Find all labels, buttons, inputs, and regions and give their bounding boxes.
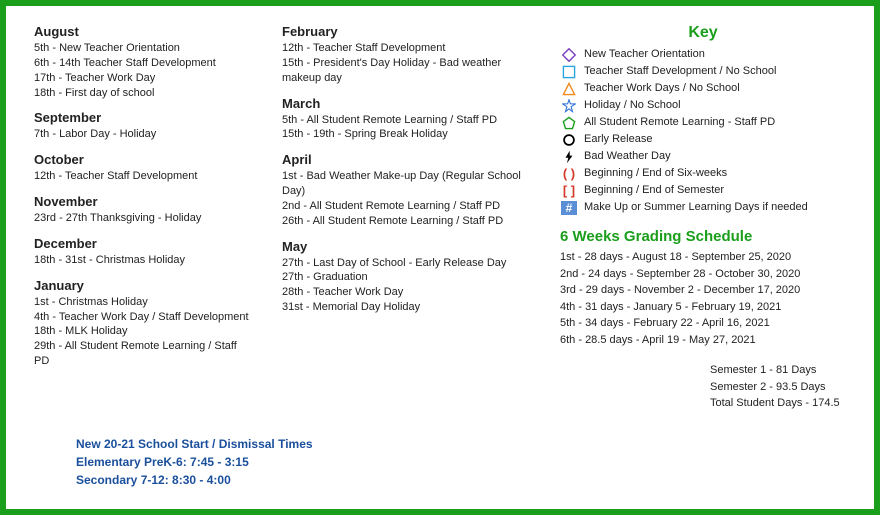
calendar-event: 15th - President's Day Holiday - Bad wea…	[282, 56, 532, 86]
calendar-event: 18th - 31st - Christmas Holiday	[34, 253, 254, 268]
grading-line: 3rd - 29 days - November 2 - December 17…	[560, 282, 846, 299]
calendar-event: 4th - Teacher Work Day / Staff Developme…	[34, 310, 254, 325]
key-title: Key	[560, 24, 846, 42]
calendar-event: 29th - All Student Remote Learning / Sta…	[34, 339, 254, 369]
month-block: February 12th - Teacher Staff Development…	[282, 24, 532, 86]
key-label: Teacher Work Days / No School	[584, 80, 740, 97]
key-row: Teacher Staff Development / No School	[560, 63, 846, 80]
calendar-event: 28th - Teacher Work Day	[282, 285, 532, 300]
star-icon	[560, 99, 578, 113]
key-label: Beginning / End of Semester	[584, 182, 724, 199]
bolt-icon	[560, 150, 578, 164]
month-block: December 18th - 31st - Christmas Holiday	[34, 236, 254, 268]
calendar-event: 5th - All Student Remote Learning / Staf…	[282, 113, 532, 128]
key-label: New Teacher Orientation	[584, 46, 705, 63]
calendar-event: 5th - New Teacher Orientation	[34, 41, 254, 56]
right-column: Key New Teacher OrientationTeacher Staff…	[560, 24, 846, 412]
grading-line: 6th - 28.5 days - April 19 - May 27, 202…	[560, 332, 846, 349]
calendar-event: 17th - Teacher Work Day	[34, 71, 254, 86]
pentagon-icon	[560, 116, 578, 130]
triangle-icon	[560, 82, 578, 96]
key-label: Teacher Staff Development / No School	[584, 63, 776, 80]
month-name: November	[34, 194, 254, 209]
brackets-icon: [ ]	[560, 184, 578, 198]
key-label: Holiday / No School	[584, 97, 681, 114]
month-name: April	[282, 152, 532, 167]
month-name: January	[34, 278, 254, 293]
parens-icon: ( )	[560, 167, 578, 181]
grading-line: 5th - 34 days - February 22 - April 16, …	[560, 315, 846, 332]
key-row: ( ) Beginning / End of Six-weeks	[560, 165, 846, 182]
calendar-event: 6th - 14th Teacher Staff Development	[34, 56, 254, 71]
month-name: December	[34, 236, 254, 251]
month-block: April 1st - Bad Weather Make-up Day (Regu…	[282, 152, 532, 228]
calendar-event: 1st - Bad Weather Make-up Day (Regular S…	[282, 169, 532, 199]
months-column-2: February 12th - Teacher Staff Development…	[282, 24, 532, 412]
month-block: January 1st - Christmas Holiday4th - Teac…	[34, 278, 254, 369]
key-row: # Make Up or Summer Learning Days if need…	[560, 199, 846, 216]
calendar-page: August5th - New Teacher Orientation6th -…	[0, 0, 880, 515]
key-label: Early Release	[584, 131, 652, 148]
calendar-event: 12th - Teacher Staff Development	[282, 41, 532, 56]
key-row: Holiday / No School	[560, 97, 846, 114]
month-block: May 27th - Last Day of School - Early Rel…	[282, 239, 532, 315]
calendar-event: 23rd - 27th Thanksgiving - Holiday	[34, 211, 254, 226]
start-time-line: Elementary PreK-6: 7:45 - 3:15	[76, 453, 313, 471]
month-block: August 5th - New Teacher Orientation6th -…	[34, 24, 254, 100]
month-name: May	[282, 239, 532, 254]
key-row: Teacher Work Days / No School	[560, 80, 846, 97]
key-list: New Teacher OrientationTeacher Staff Dev…	[560, 46, 846, 216]
grading-title: 6 Weeks Grading Schedule	[560, 228, 846, 245]
grading-line: 2nd - 24 days - September 28 - October 3…	[560, 266, 846, 283]
calendar-event: 18th - First day of school	[34, 86, 254, 101]
month-block: October 12th - Teacher Staff Development	[34, 152, 254, 184]
semester-summary: Semester 1 - 81 DaysSemester 2 - 93.5 Da…	[710, 362, 846, 412]
month-name: August	[34, 24, 254, 39]
key-label: Bad Weather Day	[584, 148, 671, 165]
calendar-event: 15th - 19th - Spring Break Holiday	[282, 127, 532, 142]
hash-icon: #	[560, 201, 578, 215]
grading-line: 1st - 28 days - August 18 - September 25…	[560, 249, 846, 266]
calendar-event: 1st - Christmas Holiday	[34, 295, 254, 310]
semester-line: Semester 1 - 81 Days	[710, 362, 846, 379]
calendar-event: 7th - Labor Day - Holiday	[34, 127, 254, 142]
circle-icon	[560, 133, 578, 147]
month-block: September 7th - Labor Day - Holiday	[34, 110, 254, 142]
grading-lines: 1st - 28 days - August 18 - September 25…	[560, 249, 846, 348]
start-time-line: Secondary 7-12: 8:30 - 4:00	[76, 471, 313, 489]
month-name: March	[282, 96, 532, 111]
month-block: March 5th - All Student Remote Learning /…	[282, 96, 532, 143]
key-label: Make Up or Summer Learning Days if neede…	[584, 199, 808, 216]
month-name: October	[34, 152, 254, 167]
key-label: All Student Remote Learning - Staff PD	[584, 114, 775, 131]
calendar-event: 18th - MLK Holiday	[34, 324, 254, 339]
semester-line: Semester 2 - 93.5 Days	[710, 379, 846, 396]
key-row: All Student Remote Learning - Staff PD	[560, 114, 846, 131]
grading-line: 4th - 31 days - January 5 - February 19,…	[560, 299, 846, 316]
month-name: February	[282, 24, 532, 39]
key-row: Early Release	[560, 131, 846, 148]
key-row: Bad Weather Day	[560, 148, 846, 165]
calendar-event: 27th - Last Day of School - Early Releas…	[282, 256, 532, 271]
calendar-event: 26th - All Student Remote Learning / Sta…	[282, 214, 532, 229]
start-dismissal-times: New 20-21 School Start / Dismissal Times…	[76, 435, 313, 489]
months-column-1: August 5th - New Teacher Orientation6th -…	[34, 24, 254, 412]
columns: August5th - New Teacher Orientation6th -…	[34, 24, 846, 412]
key-row: New Teacher Orientation	[560, 46, 846, 63]
calendar-event: 27th - Graduation	[282, 270, 532, 285]
calendar-event: 12th - Teacher Staff Development	[34, 169, 254, 184]
month-name: September	[34, 110, 254, 125]
calendar-event: 2nd - All Student Remote Learning / Staf…	[282, 199, 532, 214]
semester-line: Total Student Days - 174.5	[710, 395, 846, 412]
calendar-event: 31st - Memorial Day Holiday	[282, 300, 532, 315]
square-icon	[560, 65, 578, 79]
diamond-icon	[560, 48, 578, 62]
key-row: [ ] Beginning / End of Semester	[560, 182, 846, 199]
month-block: November 23rd - 27th Thanksgiving - Holid…	[34, 194, 254, 226]
start-time-line: New 20-21 School Start / Dismissal Times	[76, 435, 313, 453]
key-label: Beginning / End of Six-weeks	[584, 165, 727, 182]
